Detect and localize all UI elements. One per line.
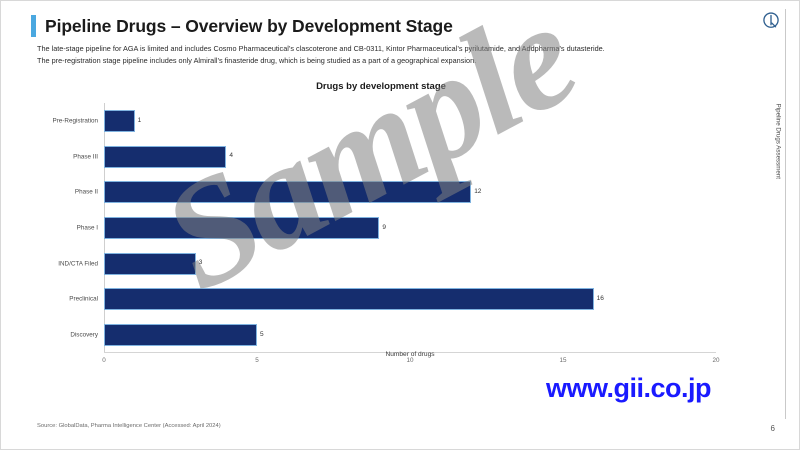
chart-title: Drugs by development stage bbox=[316, 81, 446, 92]
chart-bar-value: 12 bbox=[474, 188, 482, 196]
chart-x-tick: 5 bbox=[255, 357, 259, 364]
chart-bar bbox=[104, 252, 196, 275]
chart-category-label: Discovery bbox=[70, 331, 98, 339]
chart-bar bbox=[104, 288, 594, 311]
chart-x-axis-label: Number of drugs bbox=[385, 351, 435, 358]
chart-x-tick: 15 bbox=[559, 357, 567, 364]
chart-x-tick: 10 bbox=[406, 357, 414, 364]
chart-category-label: Preclinical bbox=[69, 295, 98, 303]
chart-category-label: Phase III bbox=[73, 153, 98, 161]
chart-bar-value: 1 bbox=[137, 116, 142, 124]
page-subtitle: The late-stage pipeline for AGA is limit… bbox=[37, 43, 737, 66]
side-divider bbox=[785, 9, 786, 419]
chart-bar bbox=[104, 324, 257, 347]
chart-bar-row: IND/CTA Filed 3 bbox=[58, 252, 203, 275]
chart-x-tick: 0 bbox=[102, 357, 106, 364]
page-title: Pipeline Drugs – Overview by Development… bbox=[45, 15, 453, 36]
circle-q-logo-icon bbox=[763, 12, 779, 28]
chart-bar-value: 9 bbox=[382, 223, 387, 231]
chart-category-label: Pre-Registration bbox=[52, 117, 99, 125]
chart-category-label: Phase I bbox=[76, 224, 98, 232]
chart-bar-row: Phase II 12 bbox=[75, 181, 482, 204]
chart-bar bbox=[104, 145, 227, 168]
title-accent-bar bbox=[31, 15, 36, 37]
page-number: 6 bbox=[770, 424, 775, 433]
chart-x-tick: 20 bbox=[712, 357, 720, 364]
side-section-label: Pipeline Drugs Assessment bbox=[774, 103, 781, 179]
chart-plot-area: Pre-Registration 1 Phase III 4 Phase II 12 Pha… bbox=[53, 103, 720, 364]
chart-bar-row: Discovery 5 bbox=[70, 324, 264, 347]
chart-bar-value: 5 bbox=[260, 330, 264, 338]
chart-category-label: IND/CTA Filed bbox=[58, 260, 98, 268]
chart-bar-value: 16 bbox=[596, 295, 604, 303]
chart-bar-value: 4 bbox=[229, 152, 234, 160]
chart-bar-row: Phase I 9 bbox=[77, 217, 387, 239]
subtitle-line-1: The late-stage pipeline for AGA is limit… bbox=[37, 44, 605, 53]
page-title-row: Pipeline Drugs – Overview by Development… bbox=[31, 15, 453, 37]
url-watermark: www.gii.co.jp bbox=[546, 373, 712, 403]
chart-bar-value: 3 bbox=[198, 259, 203, 267]
subtitle-line-2: The pre-registration stage pipeline incl… bbox=[37, 55, 477, 65]
chart-panel: Drugs by development stage Pre-Registrat… bbox=[31, 79, 731, 399]
source-note: Source: GlobalData, Pharma Intelligence … bbox=[37, 423, 221, 429]
chart-bar bbox=[104, 181, 472, 204]
chart-bar bbox=[104, 109, 135, 132]
x-axis-line bbox=[104, 352, 716, 353]
chart-category-label: Phase II bbox=[74, 188, 98, 196]
chart-bar bbox=[104, 217, 380, 239]
chart-bar-row: Pre-Registration 1 bbox=[53, 109, 142, 132]
chart-bar-row: Preclinical 16 bbox=[69, 288, 604, 311]
chart-bar-row: Phase III 4 bbox=[73, 145, 234, 168]
